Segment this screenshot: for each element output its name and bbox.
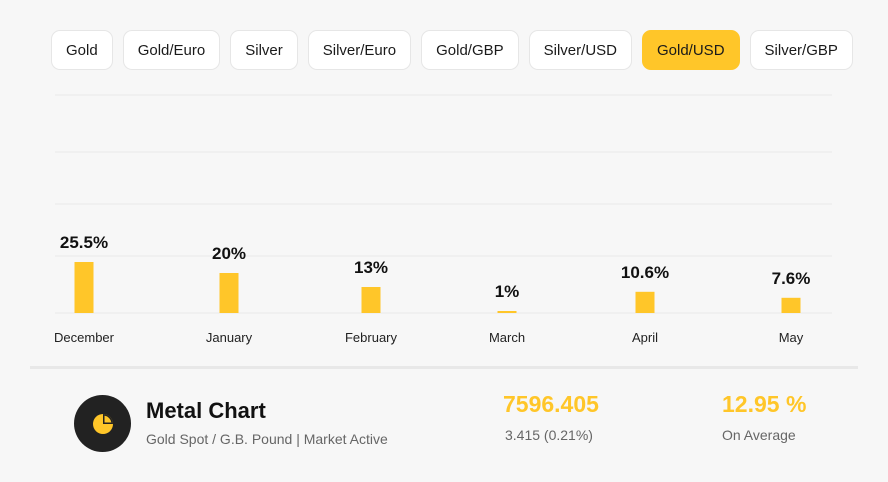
bar-march[interactable] [497, 311, 517, 313]
footer-subtitle: Gold Spot / G.B. Pound | Market Active [146, 431, 388, 447]
tab-silver-gbp[interactable]: Silver/GBP [749, 30, 853, 70]
tab-silver[interactable]: Silver [230, 30, 298, 70]
bar-february[interactable] [361, 287, 381, 313]
bar-april[interactable] [635, 291, 655, 313]
category-label: March [489, 330, 525, 345]
average-label: On Average [722, 427, 796, 443]
price-value: 7596.405 [503, 391, 599, 417]
tab-silver-usd[interactable]: Silver/USD [528, 30, 632, 70]
footer-title: Metal Chart [146, 398, 266, 423]
average-value: 12.95 % [722, 391, 807, 417]
category-label: May [779, 330, 804, 345]
value-label: 1% [495, 282, 520, 301]
pie-chart-icon [74, 395, 131, 452]
value-label: 13% [354, 258, 388, 277]
bar-may[interactable] [781, 297, 801, 313]
tab-silver-euro[interactable]: Silver/Euro [307, 30, 412, 70]
value-label: 7.6% [772, 269, 811, 288]
category-label: February [345, 330, 398, 345]
bar-january[interactable] [219, 273, 239, 313]
bar-chart: 25.5% December 20% January 13% February 1% Marc… [54, 94, 832, 345]
category-label: January [206, 330, 253, 345]
metal-tabs: Gold Gold/Euro Silver Silver/Euro Gold/GBP Si… [51, 30, 853, 70]
category-label: April [632, 330, 658, 345]
tab-gold[interactable]: Gold [51, 30, 113, 70]
divider [30, 366, 858, 369]
value-label: 20% [212, 244, 246, 263]
value-label: 25.5% [60, 233, 108, 252]
bar-december[interactable] [74, 262, 94, 313]
tab-gold-gbp[interactable]: Gold/GBP [421, 30, 519, 70]
value-label: 10.6% [621, 263, 669, 282]
price-change: 3.415 (0.21%) [505, 427, 593, 443]
tab-gold-euro[interactable]: Gold/Euro [122, 30, 221, 70]
category-label: December [54, 330, 115, 345]
tab-gold-usd[interactable]: Gold/USD [642, 30, 740, 70]
